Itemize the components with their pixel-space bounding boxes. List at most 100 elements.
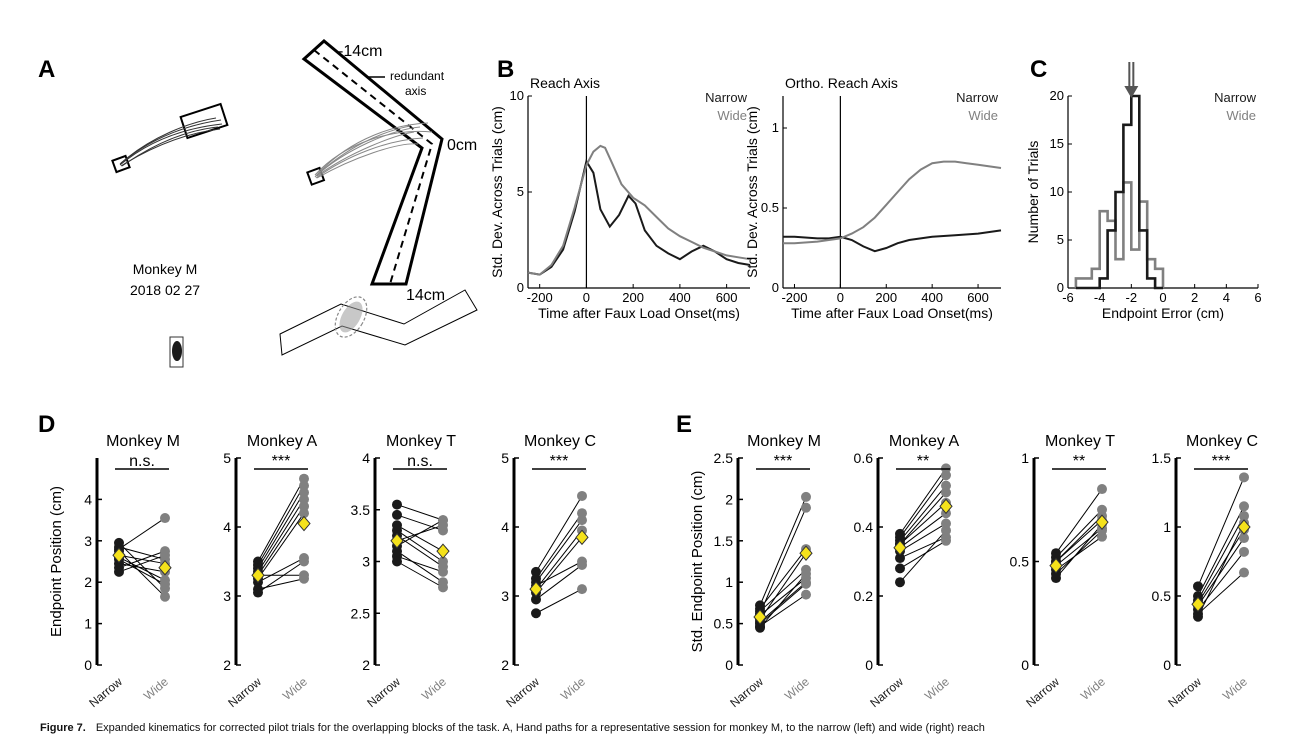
pair-line xyxy=(759,507,807,614)
y-axis-label: Std. Dev. Across Trials (cm) xyxy=(489,106,505,278)
x-tick-label: 0 xyxy=(583,290,590,305)
panel-a-wide-reach: -14cm 0cm 14cm redundant axis xyxy=(279,39,478,356)
narrow-point xyxy=(531,594,541,605)
y-tick-label: 4 xyxy=(223,519,231,535)
narrow-point xyxy=(1193,611,1203,622)
wide-point xyxy=(941,525,951,536)
narrow-mean-marker xyxy=(112,547,126,564)
pair-line xyxy=(1197,537,1245,606)
pair-line xyxy=(535,588,583,614)
narrow-mean-marker xyxy=(1191,596,1205,613)
y-tick-label: 1.5 xyxy=(1152,450,1172,466)
pair-line xyxy=(759,594,807,627)
pair-line xyxy=(396,550,444,583)
narrow-point xyxy=(392,556,402,567)
x-axis-label: Time after Faux Load Onset(ms) xyxy=(538,305,740,321)
y-tick-label: 3 xyxy=(362,554,370,570)
wide-point xyxy=(1239,501,1249,512)
wide-mean-marker xyxy=(158,559,172,576)
wide-point xyxy=(299,573,309,584)
figure-label: Figure 7. xyxy=(40,722,86,734)
subplot-e-a: 0 0.2 0.4 0.6 Monkey A ** Narrow Wide xyxy=(854,433,960,710)
pair-line xyxy=(257,557,305,583)
x-label-narrow: Narrow xyxy=(86,674,125,710)
y-tick-label: 1 xyxy=(84,616,92,632)
wide-point xyxy=(299,501,309,512)
wide-center-line xyxy=(313,49,434,285)
y-tick-label: 15 xyxy=(1050,136,1064,151)
histogram-wide xyxy=(1074,181,1165,289)
narrow-point xyxy=(895,553,905,564)
panel-a-narrow-reach: Monkey M 2018 02 27 xyxy=(111,102,229,368)
x-tick-label: 400 xyxy=(921,290,943,305)
subplot-title: Monkey C xyxy=(1186,433,1258,450)
legend-narrow: Narrow xyxy=(705,90,748,105)
subplot-e-m: 0 0.5 1 1.5 2 2.5 Monkey M *** Narrow Wide Std. En… xyxy=(689,433,821,710)
wide-mean-marker xyxy=(436,543,450,559)
panel-letter-e: E xyxy=(676,411,692,438)
x-tick-label: -6 xyxy=(1062,290,1074,305)
wide-point xyxy=(577,584,587,595)
wide-point xyxy=(577,490,587,501)
wide-point xyxy=(438,556,448,567)
x-tick-label: 200 xyxy=(622,290,644,305)
label-minus-14cm: -14cm xyxy=(338,43,382,60)
pair-line xyxy=(1055,523,1103,579)
x-label-wide: Wide xyxy=(1078,674,1108,703)
x-axis-label: Endpoint Error (cm) xyxy=(1102,305,1224,321)
y-tick-label: 5 xyxy=(1057,232,1064,247)
legend-wide: Wide xyxy=(717,108,747,123)
pair-line xyxy=(1055,527,1103,567)
x-tick-label: 0 xyxy=(837,290,844,305)
significance-label: *** xyxy=(272,453,291,470)
wide-point xyxy=(1239,567,1249,578)
pair-line xyxy=(1055,536,1103,571)
wide-point xyxy=(577,515,587,526)
pair-line xyxy=(899,530,947,583)
pair-line xyxy=(118,554,166,573)
pair-line xyxy=(396,524,444,542)
pair-line xyxy=(759,569,807,612)
pair-line xyxy=(1055,488,1103,554)
wide-point xyxy=(1239,472,1249,483)
wide-point xyxy=(801,491,811,502)
y-axis-label: Std. Dev. Across Trials (cm) xyxy=(744,106,760,278)
narrow-mean-marker xyxy=(753,609,767,625)
y-tick-label: 0 xyxy=(1057,280,1064,295)
y-tick-label: 1 xyxy=(1021,450,1029,466)
x-label-wide: Wide xyxy=(419,674,449,703)
pair-line xyxy=(257,561,305,593)
y-tick-label: 0 xyxy=(1021,657,1029,673)
pair-line xyxy=(118,558,166,585)
significance-label: *** xyxy=(1212,453,1231,470)
y-tick-label: 0 xyxy=(865,657,873,673)
wide-point xyxy=(577,508,587,519)
pair-line xyxy=(257,506,305,576)
series-line-wide xyxy=(783,160,1002,245)
y-tick-label: 2 xyxy=(84,574,92,590)
y-tick-label: 3 xyxy=(223,588,231,604)
pair-line xyxy=(257,485,305,566)
narrow-mean-marker xyxy=(1049,557,1063,574)
legend-narrow: Narrow xyxy=(1214,90,1257,105)
x-label-wide: Wide xyxy=(782,674,812,703)
x-tick-label: -200 xyxy=(527,290,553,305)
pair-line xyxy=(535,519,583,583)
wide-point xyxy=(160,550,170,561)
y-tick-label: 0.2 xyxy=(854,588,874,604)
chart-title: Ortho. Reach Axis xyxy=(785,75,898,91)
legend-narrow: Narrow xyxy=(956,90,999,105)
figure-caption: Figure 7. Expanded kinematics for correct… xyxy=(40,722,1290,734)
pair-line xyxy=(759,583,807,624)
pair-line xyxy=(899,474,947,538)
y-tick-label: 10 xyxy=(1050,184,1064,199)
pair-line xyxy=(396,524,444,552)
y-tick-label: 1.5 xyxy=(714,533,734,549)
subplot-d-a: 2 3 4 5 Monkey A *** Narrow Wide xyxy=(223,433,317,710)
wide-point xyxy=(1239,510,1249,521)
wide-target-outline xyxy=(301,39,444,286)
pair-line xyxy=(118,556,166,581)
wide-endpoint-cloud xyxy=(334,296,368,338)
narrow-point xyxy=(895,563,905,574)
